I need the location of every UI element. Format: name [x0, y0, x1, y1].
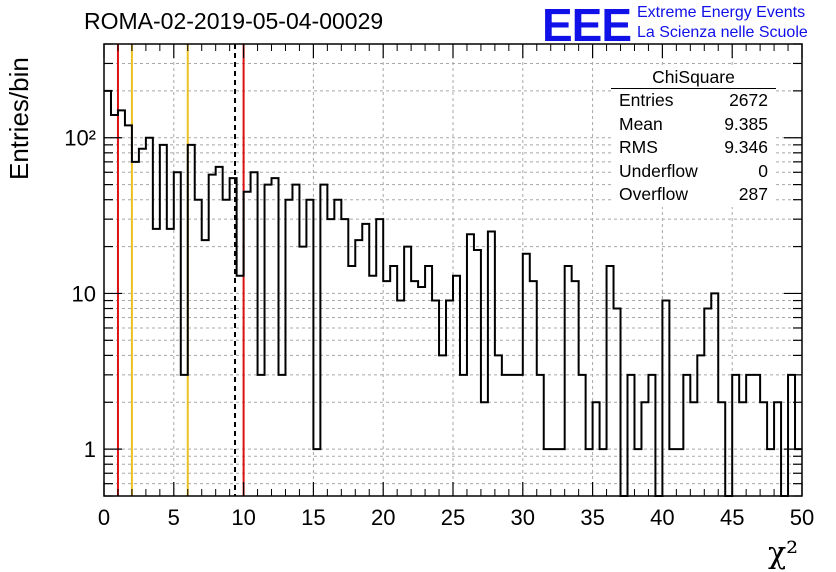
histogram-bin: [432, 301, 439, 496]
histogram-bin: [404, 247, 411, 496]
histogram-bin: [662, 301, 669, 496]
x-tick-label: 15: [301, 505, 325, 530]
histogram-bin: [628, 375, 635, 496]
histogram-bin: [334, 200, 341, 496]
stats-label: Mean: [619, 113, 663, 134]
x-tick-label: 45: [720, 505, 744, 530]
histogram-bin: [746, 375, 753, 496]
histogram-bin: [209, 175, 216, 496]
stats-row: Mean 9.385: [611, 113, 776, 137]
histogram-series: [104, 89, 802, 497]
histogram-bin: [446, 301, 453, 496]
histogram-bin: [341, 219, 348, 496]
x-axis-label: χ²: [768, 536, 799, 571]
y-tick-label: 10²: [64, 126, 96, 151]
histogram-bin: [397, 301, 404, 496]
stats-value: 9.346: [724, 137, 768, 157]
histogram-bin: [306, 200, 313, 496]
stats-row: Overflow 287: [611, 183, 776, 207]
histogram-bin: [732, 375, 739, 496]
stats-label: Underflow: [619, 160, 698, 181]
histogram-bin: [139, 149, 146, 496]
y-axis-label: Entries/bin: [4, 57, 34, 180]
histogram-bin: [272, 178, 279, 496]
logo-tagline-2: La Scienza nelle Scuole: [637, 24, 808, 41]
histogram-bin: [279, 375, 286, 496]
histogram-bin: [509, 375, 516, 496]
histogram-bin: [216, 167, 223, 496]
histogram-bin: [258, 375, 265, 496]
histogram-bin: [223, 200, 230, 496]
histogram-bin: [299, 247, 306, 496]
histogram-bin: [125, 125, 132, 496]
stats-label: Entries: [619, 90, 674, 110]
x-tick-label: 25: [441, 505, 465, 530]
histogram-bin: [362, 224, 369, 496]
reference-lines: [116, 44, 245, 496]
histogram-bin: [132, 162, 139, 496]
histogram-bin: [244, 192, 251, 496]
stats-box: ChiSquare Entries 2672 Mean 9.385 RMS 9.346…: [611, 66, 776, 207]
histogram-bin: [460, 375, 467, 496]
histogram-bin: [516, 375, 523, 496]
histogram-bin: [439, 355, 446, 496]
x-tick-label: 40: [650, 505, 674, 530]
histogram-bin: [648, 375, 655, 496]
stats-label: RMS: [619, 137, 658, 157]
stats-row: Entries 2672: [611, 89, 776, 113]
stats-label: Overflow: [619, 184, 689, 204]
y-tick-label: 10: [72, 281, 96, 306]
histogram-bin: [202, 240, 209, 496]
histogram-bin: [788, 375, 795, 496]
stats-value: 0: [758, 160, 768, 181]
grid: [104, 44, 802, 496]
histogram-bin: [355, 240, 362, 496]
x-tick-label: 0: [98, 505, 110, 530]
histogram-bin: [683, 375, 690, 496]
logo-tagline-1: Extreme Energy Events: [637, 4, 806, 21]
x-tick-label: 30: [511, 505, 535, 530]
histogram-bin: [181, 375, 188, 496]
histogram-bin: [146, 138, 153, 496]
page-title: ROMA-02-2019-05-04-00029: [84, 8, 384, 34]
histogram-bin: [579, 375, 586, 496]
histogram-outline: [104, 89, 802, 497]
stats-title: ChiSquare: [611, 66, 776, 89]
x-tick-label: 5: [168, 505, 180, 530]
histogram-bin: [118, 110, 125, 496]
stats-value: 9.385: [724, 113, 768, 134]
histogram-bin: [285, 200, 292, 496]
histogram-bin: [502, 375, 509, 496]
histogram-bin: [327, 219, 334, 496]
x-tick-label: 50: [790, 505, 814, 530]
histogram-bin: [753, 375, 760, 496]
histogram-bin: [474, 250, 481, 496]
x-tick-label: 10: [231, 505, 255, 530]
histogram-bin: [697, 355, 704, 496]
histogram-bin: [711, 293, 718, 496]
y-tick-label: 1: [84, 437, 96, 462]
histogram-bin: [495, 355, 502, 496]
x-tick-label: 35: [580, 505, 604, 530]
histogram-bin: [188, 145, 195, 496]
histogram-bin: [251, 172, 258, 496]
stats-row: Underflow 0: [611, 160, 776, 184]
stats-value: 287: [738, 184, 768, 204]
histogram-bin: [174, 172, 181, 496]
histogram-bin: [537, 375, 544, 496]
x-tick-label: 20: [371, 505, 395, 530]
axis-ticks: 0 5 10 15 20 25 30 35 40 45 50 1 10 10²: [64, 43, 814, 530]
stats-value: 2672: [729, 90, 768, 110]
histogram-bin: [376, 219, 383, 496]
histogram-bin: [160, 145, 167, 496]
stats-row: RMS 9.346: [611, 136, 776, 160]
histogram-bin: [195, 200, 202, 496]
eee-logo: EEE: [542, 0, 632, 51]
